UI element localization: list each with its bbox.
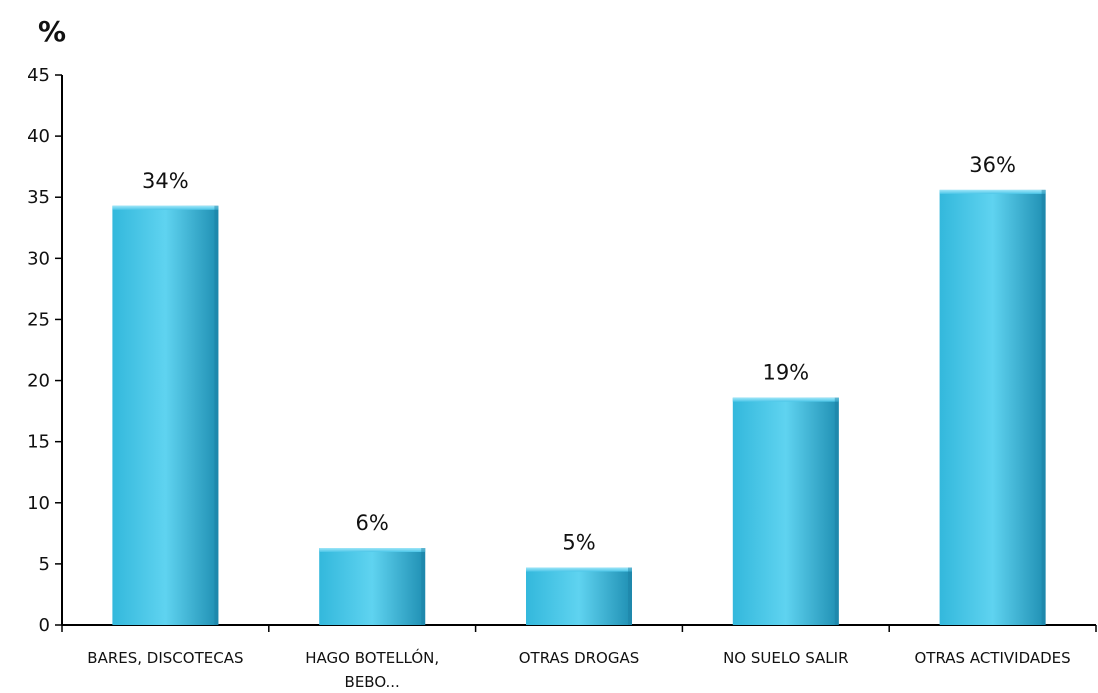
- bar-edge-shade: [214, 205, 219, 625]
- y-tick-label: 20: [27, 371, 50, 392]
- data-label: 36%: [969, 153, 1016, 177]
- bar: [732, 397, 839, 625]
- y-tick-label: 5: [39, 554, 50, 575]
- y-axis-label: %: [38, 15, 66, 48]
- y-axis: 0 5 10 15 20 25 30 35 40 45: [27, 65, 63, 636]
- bar-top-bevel: [732, 397, 839, 402]
- bar-top-bevel: [939, 189, 1046, 194]
- y-tick-label: 30: [27, 248, 50, 269]
- y-tick-label: 0: [39, 615, 50, 636]
- x-tick-label: OTRAS ACTIVIDADES: [915, 649, 1071, 667]
- bar-body: [526, 567, 632, 625]
- x-tick-label: NO SUELO SALIR: [723, 649, 848, 667]
- bar-edge-shade: [834, 397, 839, 625]
- y-tick-label: 15: [27, 432, 50, 453]
- x-axis: BARES, DISCOTECAS HAGO BOTELLÓN, BEBO... OT…: [61, 624, 1097, 691]
- bars: [112, 189, 1046, 625]
- bar: [939, 189, 1046, 625]
- data-label: 19%: [762, 361, 809, 385]
- bar: [112, 205, 219, 625]
- x-tick-label: OTRAS DROGAS: [519, 649, 640, 667]
- bar-body: [112, 205, 219, 625]
- bar-top-bevel: [526, 567, 632, 572]
- data-labels: 34% 6% 5% 19% 36%: [142, 153, 1016, 555]
- bar-body: [732, 397, 839, 625]
- x-tick-label: HAGO BOTELLÓN,: [305, 648, 439, 667]
- y-tick-label: 10: [27, 493, 50, 514]
- bar-body: [319, 548, 426, 625]
- y-tick-label: 35: [27, 187, 50, 208]
- bar: [526, 567, 632, 625]
- y-tick-label: 25: [27, 309, 50, 330]
- bar-top-bevel: [319, 548, 426, 552]
- x-tick-label: BEBO...: [345, 673, 400, 691]
- bar-edge-shade: [1041, 189, 1046, 625]
- y-tick-label: 45: [27, 65, 50, 86]
- data-label: 6%: [356, 511, 389, 535]
- data-label: 5%: [562, 531, 595, 555]
- bar-edge-shade: [421, 548, 426, 625]
- x-tick-label: BARES, DISCOTECAS: [87, 649, 243, 667]
- data-label: 34%: [142, 169, 189, 193]
- bar-body: [939, 189, 1046, 625]
- bar: [319, 548, 426, 625]
- bar-edge-shade: [628, 567, 632, 625]
- bar-top-bevel: [112, 205, 219, 210]
- y-tick-label: 40: [27, 126, 50, 147]
